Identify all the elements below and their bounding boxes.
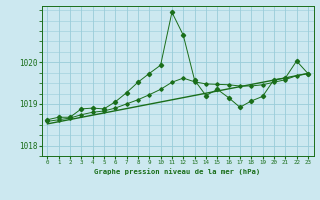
X-axis label: Graphe pression niveau de la mer (hPa): Graphe pression niveau de la mer (hPa): [94, 168, 261, 175]
